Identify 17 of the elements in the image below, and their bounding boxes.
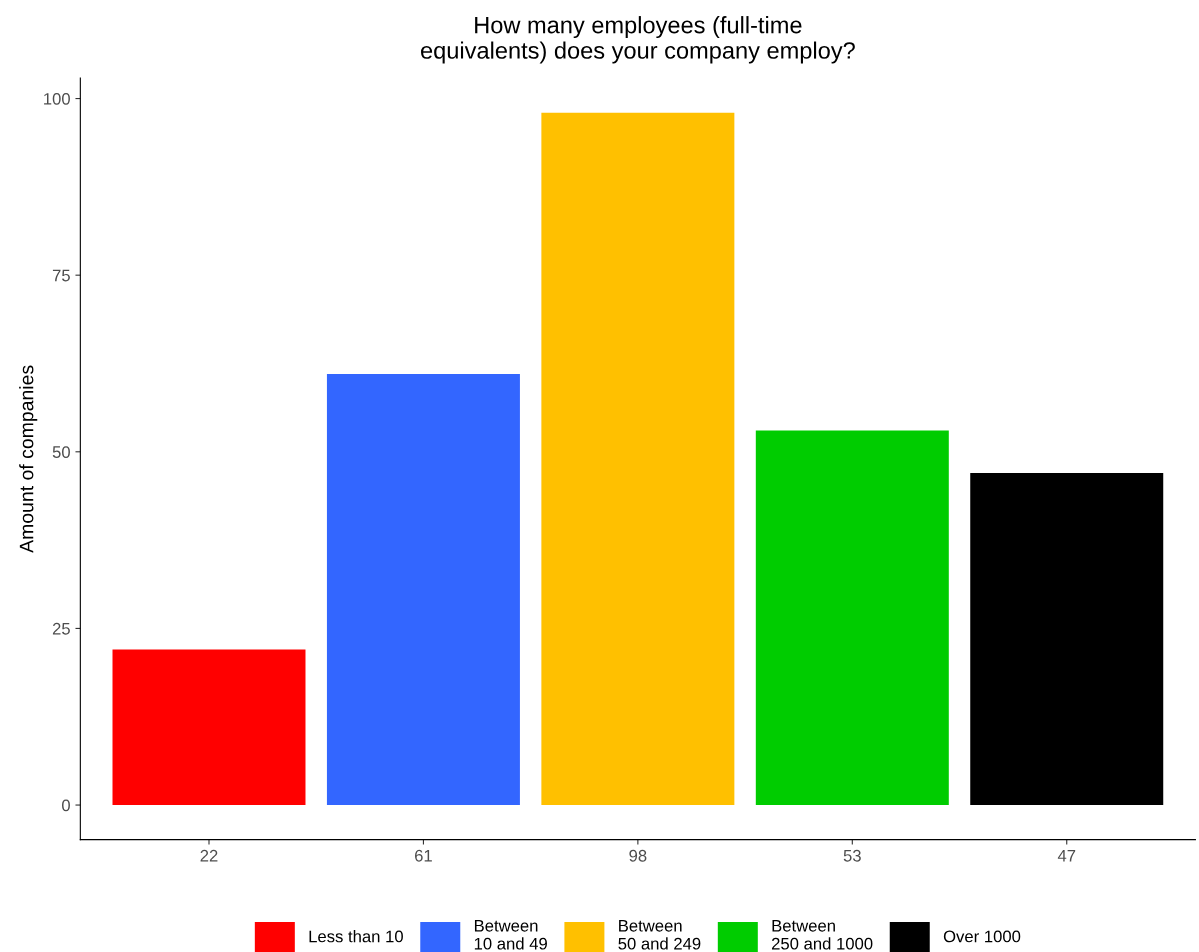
y-axis-title: Amount of companies — [19, 365, 38, 553]
y-tick-label: 25 — [52, 622, 70, 635]
legend-label: Over 1000 — [943, 930, 1021, 943]
legend-label: Less than 10 — [309, 930, 403, 943]
y-tick-label: 75 — [52, 269, 70, 282]
legend-label: Between 250 and 1000 — [771, 920, 873, 950]
x-tick-label: 47 — [1057, 850, 1076, 862]
chart-title: How many employees (full-time equivalents) does your company employ? — [421, 16, 855, 64]
legend-label: Between 50 and 249 — [618, 920, 701, 950]
y-tick-label: 100 — [44, 92, 70, 105]
y-tick-label: 0 — [61, 799, 70, 812]
x-tick-label: 61 — [415, 849, 432, 862]
x-tick-label: 98 — [629, 849, 647, 862]
x-tick-label: 53 — [843, 849, 861, 862]
y-tick-label: 50 — [52, 446, 70, 458]
x-tick-label: 22 — [200, 849, 218, 862]
legend-label: Between 10 and 49 — [474, 920, 547, 950]
